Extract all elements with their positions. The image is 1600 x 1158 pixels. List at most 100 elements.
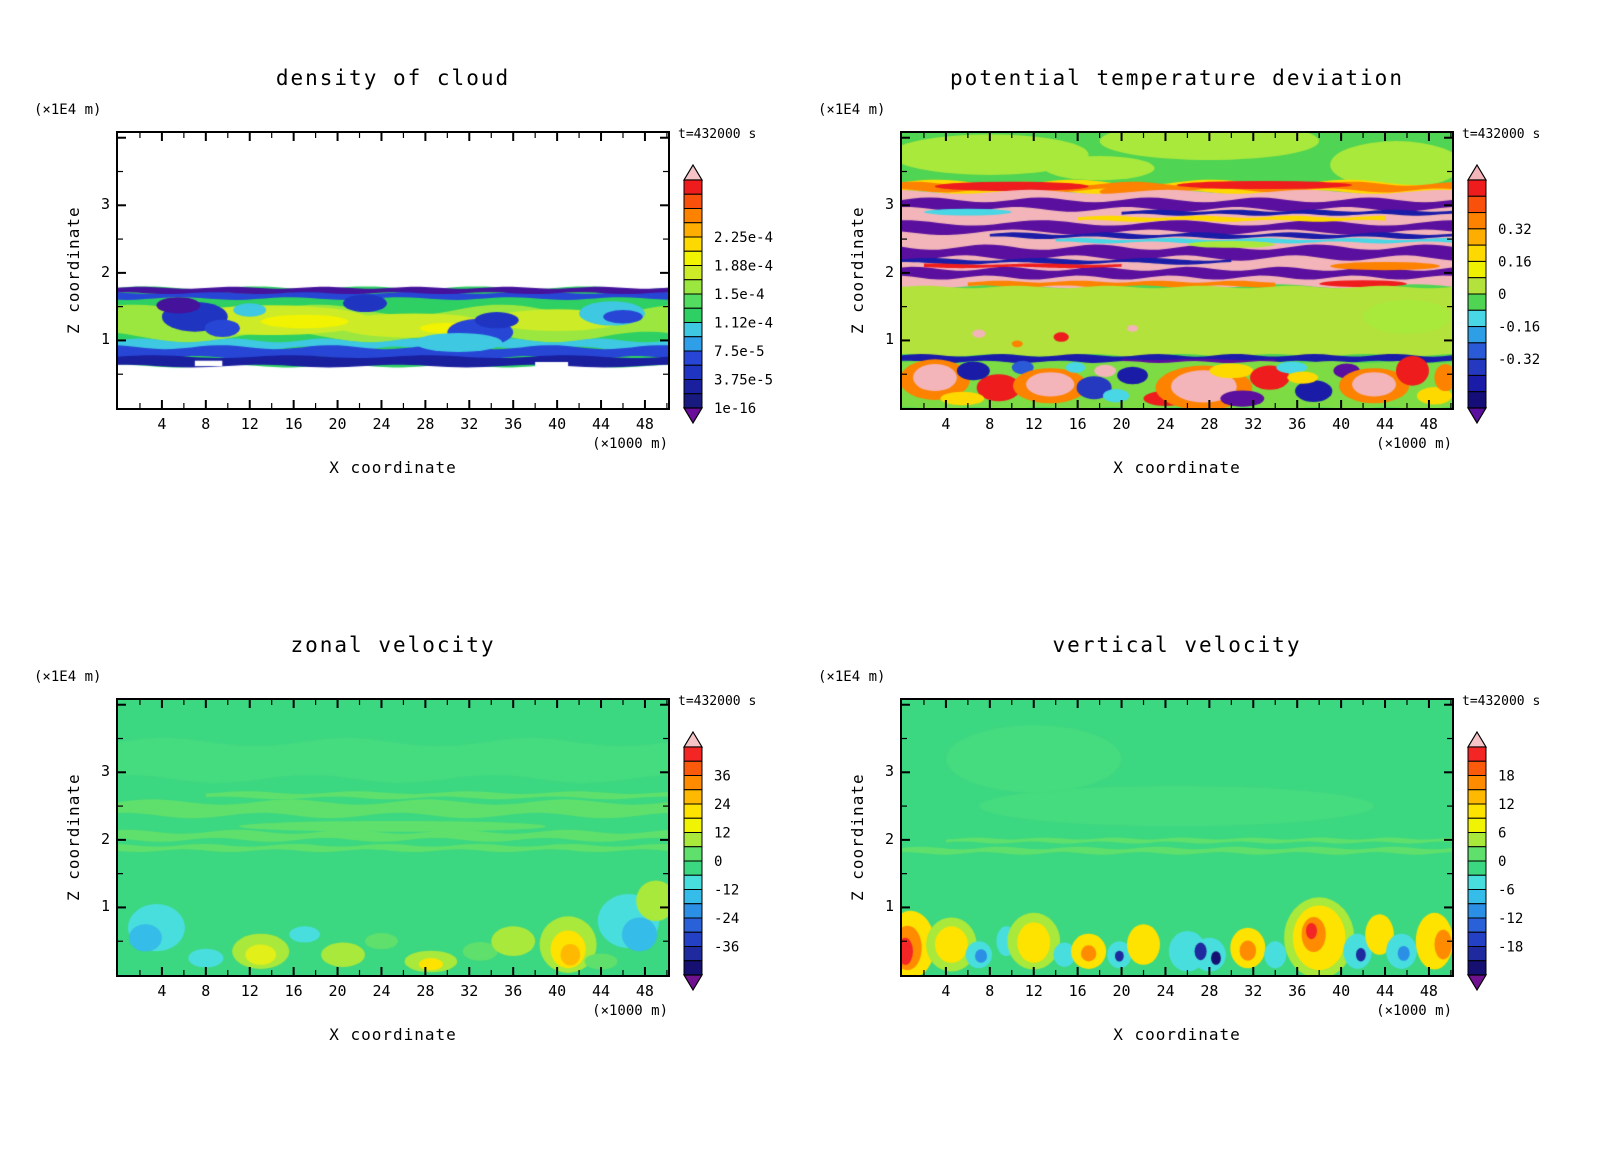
x-tick-label: 28 [416, 982, 435, 1000]
colorbar-label: 0.16 [1498, 254, 1532, 270]
z-tick-label: 1 [100, 330, 110, 349]
heatmap-canvas [118, 700, 668, 975]
x-tick-label: 24 [372, 415, 391, 433]
x-tick-label: 24 [1156, 415, 1175, 433]
x-tick-label: 44 [1376, 982, 1395, 1000]
x-tick-label: 16 [1068, 415, 1087, 433]
x-tick-label: 40 [1332, 982, 1351, 1000]
colorbar-label: -0.32 [1498, 352, 1540, 368]
z-tick-label: 3 [884, 762, 894, 781]
x-tick-label: 32 [1244, 415, 1263, 433]
x-tick-label: 24 [372, 982, 391, 1000]
colorbar-label: 12 [714, 826, 731, 842]
heatmap-canvas [118, 133, 668, 408]
x-tick-label: 8 [985, 982, 995, 1000]
x-tick-label: 4 [157, 982, 167, 1000]
x-tick-label: 44 [1376, 415, 1395, 433]
x-tick-label: 28 [1200, 982, 1219, 1000]
x-tick-label: 48 [635, 982, 654, 1000]
colorbar-scale: 2.25e-4 1.88e-4 1.5e-4 1.12e-4 7.5e-5 3.75e-5… [682, 163, 773, 425]
z-tick-label: 2 [100, 829, 110, 848]
colorbar-label: -18 [1498, 940, 1523, 956]
x-tick-label: 16 [284, 982, 303, 1000]
x-tick-label: 20 [1112, 982, 1131, 1000]
x-axis-label: X coordinate [329, 458, 457, 477]
z-axis-label: Z coordinate [848, 206, 867, 335]
z-tick-label: 1 [884, 897, 894, 916]
x-tick-label: 48 [1419, 982, 1438, 1000]
z-axis-unit: (×1E4 m) [818, 669, 886, 685]
x-tick-label: 44 [592, 415, 611, 433]
x-tick-label: 48 [1419, 415, 1438, 433]
x-tick-label: 36 [504, 982, 523, 1000]
colorbar-label: 1e-16 [714, 401, 756, 417]
x-tick-label: 8 [201, 415, 211, 433]
x-tick-label: 32 [460, 982, 479, 1000]
colorbar-label: 0 [1498, 287, 1506, 303]
x-tick-label: 44 [592, 982, 611, 1000]
plot-area [900, 131, 1454, 410]
x-tick-label: 40 [548, 415, 567, 433]
panel-cloud-density: density of cloud (×1E4 m) t=432000 s Z c… [0, 0, 800, 580]
z-axis-unit: (×1E4 m) [34, 669, 102, 685]
x-tick-label: 16 [284, 415, 303, 433]
time-label: t=432000 s [1462, 694, 1541, 709]
colorbar-label: 36 [714, 769, 731, 785]
x-axis-unit: (×1000 m) [1376, 436, 1452, 452]
colorbar-scale: 18 12 6 0 -6 -12 -18 [1466, 730, 1523, 992]
colorbar: 18 12 6 0 -6 -12 -18 [1460, 730, 1580, 993]
panel-pot-temp-deviation: potential temperature deviation (×1E4 m)… [784, 0, 1584, 580]
colorbar-scale: 36 24 12 0 -12 -24 -36 [682, 730, 739, 992]
panel-vertical-velocity: vertical velocity (×1E4 m) t=432000 s Z … [784, 567, 1584, 1147]
x-tick-label: 32 [460, 415, 479, 433]
time-label: t=432000 s [1462, 127, 1541, 142]
colorbar-label: -12 [714, 883, 739, 899]
z-axis-label: Z coordinate [64, 206, 83, 335]
colorbar-label: 3.75e-5 [714, 373, 773, 389]
x-tick-label: 32 [1244, 982, 1263, 1000]
z-tick-label: 3 [100, 762, 110, 781]
colorbar-label: -36 [714, 940, 739, 956]
x-axis-unit: (×1000 m) [592, 436, 668, 452]
z-tick-label: 1 [100, 897, 110, 916]
z-tick-label: 2 [884, 829, 894, 848]
z-tick-label: 1 [884, 330, 894, 349]
x-tick-label: 36 [1288, 982, 1307, 1000]
colorbar-label: 0 [714, 854, 722, 870]
x-tick-label: 28 [416, 415, 435, 433]
colorbar-label: 1.5e-4 [714, 287, 765, 303]
z-tick-label: 3 [884, 195, 894, 214]
plot-area [116, 698, 670, 977]
x-axis-label: X coordinate [1113, 1025, 1241, 1044]
colorbar-label: 18 [1498, 769, 1515, 785]
colorbar-label: 24 [714, 797, 731, 813]
z-axis-label: Z coordinate [848, 773, 867, 902]
heatmap-canvas [902, 700, 1452, 975]
colorbar-scale: 0.32 0.16 0 -0.16 -0.32 [1466, 163, 1540, 425]
colorbar-label: -24 [714, 911, 739, 927]
x-tick-label: 4 [941, 982, 951, 1000]
z-axis-unit: (×1E4 m) [818, 102, 886, 118]
x-tick-label: 28 [1200, 415, 1219, 433]
time-label: t=432000 s [678, 694, 757, 709]
colorbar-label: 6 [1498, 826, 1506, 842]
z-axis-unit: (×1E4 m) [34, 102, 102, 118]
x-tick-label: 36 [504, 415, 523, 433]
x-tick-label: 48 [635, 415, 654, 433]
heatmap-canvas [902, 133, 1452, 408]
z-axis-label: Z coordinate [64, 773, 83, 902]
time-label: t=432000 s [678, 127, 757, 142]
x-tick-label: 8 [201, 982, 211, 1000]
x-tick-label: 20 [328, 982, 347, 1000]
colorbar-label: 12 [1498, 797, 1515, 813]
x-tick-label: 4 [157, 415, 167, 433]
colorbar-label: 0 [1498, 854, 1506, 870]
colorbar-label: -0.16 [1498, 320, 1540, 336]
x-tick-label: 40 [1332, 415, 1351, 433]
x-tick-label: 12 [240, 415, 259, 433]
colorbar: 0.32 0.16 0 -0.16 -0.32 [1460, 163, 1580, 426]
plot-area [116, 131, 670, 410]
z-tick-label: 3 [100, 195, 110, 214]
x-tick-label: 12 [1024, 415, 1043, 433]
